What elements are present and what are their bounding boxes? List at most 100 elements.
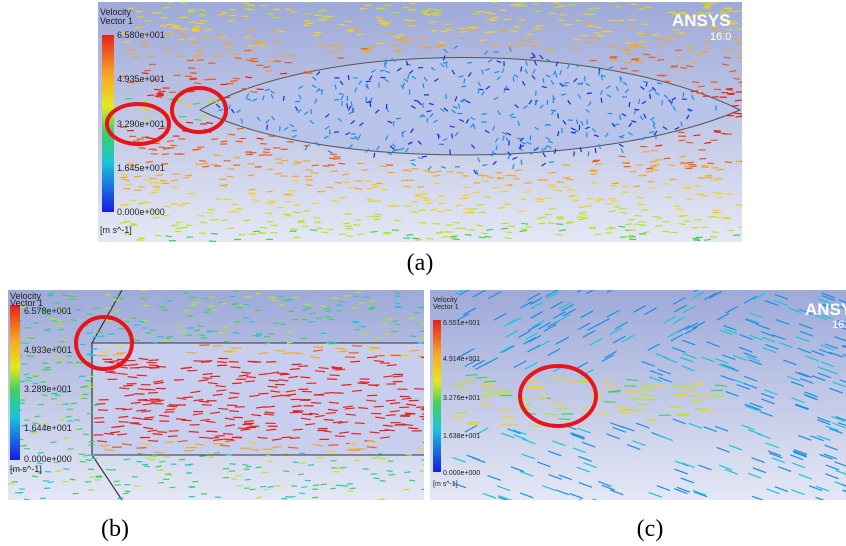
vector <box>459 118 465 123</box>
vector <box>44 328 52 331</box>
vector <box>604 132 609 138</box>
vector <box>238 374 249 377</box>
vector <box>824 343 839 350</box>
vector <box>36 308 43 311</box>
vector <box>550 80 555 85</box>
vector <box>200 418 211 422</box>
vector <box>628 102 631 108</box>
vector <box>646 167 654 170</box>
legend-tick: 0.000e+000 <box>117 207 165 217</box>
vector <box>366 446 377 449</box>
vector <box>30 430 37 433</box>
vector <box>472 359 486 368</box>
vector <box>743 295 757 304</box>
vector <box>310 108 313 114</box>
vector <box>608 66 614 70</box>
vector <box>150 341 158 344</box>
vector <box>486 228 494 231</box>
vector <box>561 93 567 96</box>
vector <box>322 17 330 20</box>
vector <box>104 361 115 364</box>
vector <box>312 349 324 352</box>
vector <box>556 223 564 226</box>
vector <box>326 186 334 189</box>
vector <box>264 405 276 408</box>
vector <box>693 134 701 137</box>
vector <box>183 291 190 294</box>
vector <box>426 117 429 123</box>
vector <box>673 488 688 495</box>
vector <box>503 319 517 327</box>
vector <box>166 335 173 338</box>
vector <box>487 474 501 481</box>
vector <box>733 354 747 361</box>
vector <box>704 141 712 144</box>
vector <box>541 85 547 89</box>
vector <box>609 489 624 496</box>
vector <box>279 373 290 376</box>
vector <box>251 413 262 417</box>
vector <box>791 462 806 469</box>
vector <box>605 227 614 230</box>
vector <box>747 130 754 131</box>
vector <box>555 233 563 236</box>
vector <box>734 10 742 13</box>
vector <box>69 295 76 298</box>
vector <box>282 95 285 101</box>
vector <box>375 416 386 420</box>
vector <box>715 192 723 195</box>
vector <box>418 209 426 212</box>
vector <box>248 45 256 47</box>
vector <box>335 368 346 371</box>
vector <box>198 379 209 382</box>
vector <box>510 30 518 32</box>
vector <box>53 461 60 464</box>
vector <box>476 224 484 227</box>
vector <box>627 218 635 221</box>
vector <box>706 341 720 348</box>
vector <box>66 361 74 364</box>
vector <box>557 113 560 119</box>
vector <box>680 356 694 363</box>
vector <box>497 207 505 209</box>
panel-b-vectors <box>8 290 424 500</box>
vector <box>685 322 699 330</box>
vector <box>618 411 631 414</box>
vector <box>414 388 424 390</box>
vector <box>702 7 710 9</box>
vector <box>118 421 129 423</box>
vector <box>261 95 265 101</box>
vector <box>703 238 712 241</box>
vector <box>577 94 582 99</box>
vector <box>395 38 403 40</box>
vector <box>156 92 164 95</box>
vector <box>410 105 416 109</box>
vector <box>391 143 397 148</box>
vector <box>140 42 148 45</box>
vector <box>395 117 402 120</box>
vector <box>54 345 61 348</box>
vector <box>654 134 657 140</box>
vector <box>520 159 523 165</box>
vector <box>85 382 92 385</box>
vector <box>158 90 166 93</box>
vector <box>218 407 229 410</box>
vector <box>392 320 399 323</box>
vector <box>545 58 552 62</box>
vector <box>291 134 297 138</box>
vector <box>294 106 299 112</box>
vector <box>513 360 527 369</box>
vector <box>351 389 363 392</box>
vector <box>821 303 835 310</box>
vector <box>24 447 31 450</box>
vector <box>678 222 686 226</box>
vector <box>680 121 683 127</box>
vector <box>74 363 81 365</box>
vector <box>606 290 613 293</box>
vector <box>574 63 579 68</box>
vector <box>628 235 636 238</box>
vector <box>529 135 532 141</box>
vector <box>711 231 720 234</box>
vector <box>739 226 742 228</box>
vector <box>533 147 539 152</box>
